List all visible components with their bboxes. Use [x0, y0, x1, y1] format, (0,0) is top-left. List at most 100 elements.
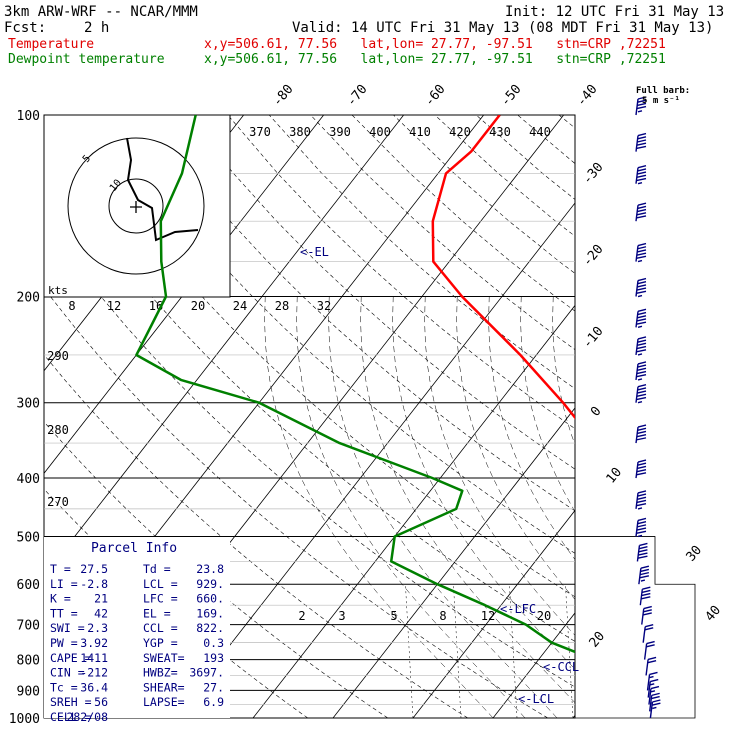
wind-barb-staff [635, 311, 639, 328]
pressure-tick-label: 1000 [9, 712, 40, 727]
wind-barb-staff [635, 426, 639, 444]
wind-barb-staff [647, 681, 651, 698]
parcel-cell: SWEAT= [143, 651, 185, 665]
wind-barb-flag [637, 168, 647, 172]
wind-barb-flag [637, 315, 647, 319]
mixing-ratio-line [453, 584, 462, 718]
wind-barb-staff [635, 205, 639, 222]
temperature-legend: Temperature [8, 37, 95, 52]
pressure-tick-label: 100 [17, 109, 40, 124]
dry-adiabat-line [476, 115, 575, 718]
mixing-ratio-line [565, 584, 574, 718]
moist-adiabat-line [520, 296, 575, 718]
wind-barb-flag [637, 517, 647, 522]
wind-barb-flag [650, 685, 660, 690]
wind-barb-staff [635, 461, 639, 479]
isotherm-label: 40 [703, 603, 725, 625]
isotherm-label: 20 [587, 629, 609, 651]
parcel-cell: K = [50, 592, 71, 606]
isotherm-label: -60 [422, 82, 449, 110]
theta-label: 400 [369, 125, 391, 139]
wind-barb-flag [637, 284, 647, 288]
wind-barb-flag [637, 555, 648, 559]
wind-barb-flag [637, 336, 647, 340]
wind-barb-half [650, 690, 656, 693]
dry-adiabat-line [642, 115, 740, 718]
parcel-cell: CAPE = [50, 651, 92, 665]
wind-barb-flag [637, 277, 647, 282]
wind-barb-flag [636, 499, 647, 504]
parcel-cell: EL = [143, 606, 171, 620]
wind-barb-half [637, 534, 643, 538]
wind-barb-flag [643, 605, 652, 610]
parcel-cell: 1411 [80, 651, 108, 665]
parcel-cell: 929. [196, 577, 224, 591]
parcel-cell: PW = [50, 636, 78, 650]
dry-adiabat-line [517, 115, 575, 718]
isotherm-label: -20 [580, 242, 607, 270]
isotherm-line [492, 115, 575, 718]
parcel-cell: 0.3 [203, 636, 224, 650]
isotherm-line [412, 115, 575, 718]
pressure-labels: 100 200 300 400 500 600 700 800 900 1000 [9, 109, 40, 727]
wind-barb-flag [637, 465, 647, 470]
isotherm-line [44, 115, 324, 718]
background-lines [43, 114, 740, 719]
wind-barb-flag [638, 549, 648, 553]
wind-barb-flag [636, 145, 647, 150]
wind-barb-flag [638, 552, 648, 556]
parcel-cell: SHEAR= [143, 680, 185, 694]
level-annotation: <-LFC [500, 602, 536, 616]
theta-label: 420 [449, 125, 471, 139]
wind-barb-staff [635, 167, 639, 184]
theta-left-label: 280 [47, 423, 69, 437]
parcel-cell: 36.4 [80, 680, 108, 694]
dewpoint-legend: Dewpoint temperature [8, 52, 165, 67]
parcel-cell: CELL = [50, 710, 92, 724]
hodograph-speed-tick: 28 [275, 299, 289, 313]
wind-barb-half [640, 579, 646, 582]
parcel-title: Parcel Info [91, 541, 177, 556]
parcel-info: Parcel Info T = 27.5 Td = 23.8 LI = -2.8 LCL = 9… [44, 537, 230, 724]
wind-barb-flag [636, 433, 647, 438]
parcel-cell: Td = [143, 562, 171, 576]
wind-barb-staff [639, 589, 644, 606]
fcst-value: 2 h [84, 20, 110, 36]
parcel-cell: LFC = [143, 592, 178, 606]
isotherm-line [172, 115, 575, 718]
dry-adiabat-line [351, 115, 575, 718]
wind-barb-flag [637, 102, 647, 107]
theta-labels: 370 380 390 400 410 420 430 440 290 280 270 [47, 125, 551, 509]
wind-barb-half [637, 294, 643, 298]
wind-barb-flag [640, 565, 650, 569]
parcel-cell: CCL = [143, 621, 178, 635]
pressure-tick-label: 500 [17, 530, 40, 545]
parcel-panel [44, 537, 230, 718]
theta-label: 440 [529, 125, 551, 139]
wind-barb-flag [637, 524, 647, 528]
wind-barb-flag [636, 252, 647, 256]
isotherm-label: -30 [580, 160, 607, 188]
parcel-cell: 3697. [189, 666, 224, 680]
wind-barb-flag [636, 142, 647, 146]
parcel-cell: 42 [94, 606, 108, 620]
wind-barb-flag [636, 215, 647, 219]
wind-barb-flag [637, 246, 647, 250]
wind-barb-staff [636, 545, 641, 562]
wind-barb-flag [637, 281, 647, 285]
isotherm-label: -70 [344, 82, 371, 110]
parcel-cell: -212 [80, 666, 108, 680]
wind-barb-flag [645, 623, 654, 628]
wind-barb-staff [645, 659, 649, 676]
wind-barb-flag [639, 575, 650, 579]
isotherm-line [252, 115, 575, 718]
level-annotation: <-LCL [518, 692, 554, 706]
wind-barb-flag [637, 493, 647, 497]
wind-barb-staff [635, 135, 639, 152]
wind-barb-staff [635, 245, 639, 262]
wind-barb-staff [635, 280, 639, 297]
wind-barb-flag [639, 542, 648, 547]
wind-barb-flag [647, 659, 657, 664]
mixing-ratio-labels: 2 3 5 8 12 20 [298, 609, 551, 623]
wind-barb-flag [636, 255, 647, 260]
